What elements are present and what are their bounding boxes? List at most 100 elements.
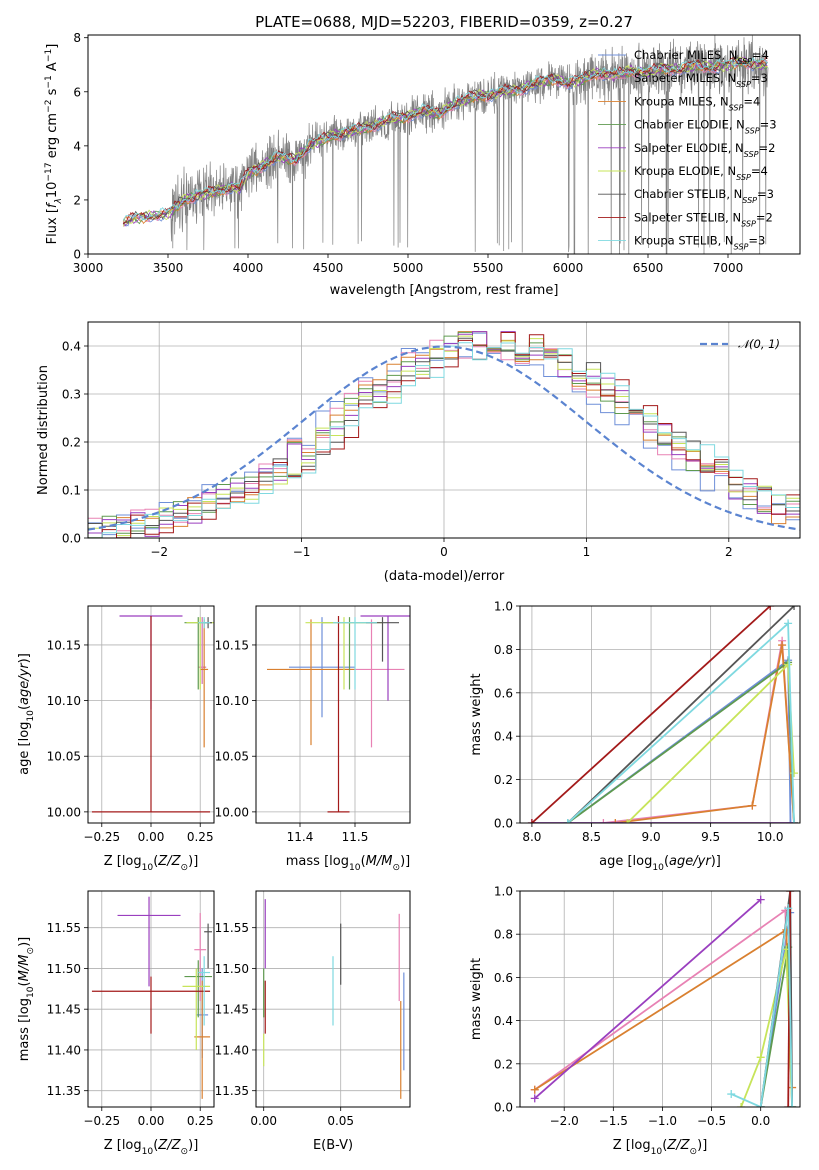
x-tick-label: −1: [293, 545, 311, 559]
model-line-salpeter-stelib: [122, 56, 768, 225]
axes-weight-vs-age: 8.0 8.5 9.0 9.5 10.0 0.0 0.2 0.4 0.6 0.8 1.0 mass w…: [469, 600, 801, 873]
legend-label: Kroupa MILES, NSSP=4: [634, 94, 760, 112]
errorbar-chabrier-miles: [289, 617, 355, 718]
plot-area-age-vs-mass: [267, 615, 410, 813]
weight-line: [730, 908, 793, 1107]
y-tick-label: 10.05: [215, 750, 249, 764]
y-axis-label: mass weight: [469, 673, 484, 755]
plus-marker: [784, 1103, 793, 1107]
errorbar-salpeter-miles: [198, 617, 207, 684]
axes-frame: [255, 605, 411, 824]
y-tick-label: 6: [73, 85, 81, 99]
y-tick-label: 0: [73, 248, 81, 262]
y-tick-label: 4: [73, 139, 81, 153]
axes-weight-vs-Z: −2.0 −1.5 −1.0 −0.5 0.0 0.0 0.2 0.4 0.6 0.8 1.0 mas…: [469, 885, 801, 1157]
x-tick-label: 0.00: [250, 1114, 277, 1128]
axes-age-vs-Z: −0.25 0.00 0.25 10.00 10.05 10.10 10.15 Z [log1…: [17, 605, 215, 873]
y-tick-label: 10.10: [47, 694, 81, 708]
y-tick-label: 11.40: [215, 1043, 249, 1057]
x-tick-label: 4500: [313, 261, 344, 275]
legend-label: 𝒩(0, 1): [738, 337, 780, 351]
legend-label: Salpeter MILES, NSSP=3: [634, 71, 768, 89]
x-tick-label: −0.5: [697, 1114, 726, 1128]
plus-marker: [737, 1103, 746, 1107]
x-tick-label: 10.0: [757, 830, 784, 844]
x-tick-label: −0.25: [83, 830, 120, 844]
model-line-kroupa-stelib: [122, 57, 768, 222]
plus-marker: [530, 1094, 539, 1103]
plot-area-weight-vs-age: [527, 606, 799, 823]
weight-line-salpeter-elodie: [530, 895, 765, 1103]
y-tick-label: 0.8: [494, 928, 513, 942]
weight-line-salpeter-stelib: [527, 606, 775, 823]
y-axis-label: Normed distribution: [36, 365, 51, 495]
plus-marker: [727, 1090, 736, 1099]
x-tick-label: −0.25: [83, 1114, 120, 1128]
axes-frame: [519, 890, 801, 1108]
errorbar-salpeter-elodie: [360, 615, 410, 701]
y-tick-label: 11.50: [215, 962, 249, 976]
y-tick-label: 0.4: [494, 1014, 513, 1028]
x-tick-label: 5500: [473, 261, 504, 275]
x-tick-label: 0.00: [138, 1114, 165, 1128]
plot-area-weight-vs-Z: [530, 891, 797, 1107]
x-axis-label: Z [log10(Z/Z⊙)]: [613, 1138, 708, 1157]
errorbar-kroupa-elodie: [186, 617, 214, 690]
errorbar-chabrier-elodie: [322, 617, 377, 690]
weight-line: [534, 928, 793, 1091]
y-tick-label: 0.2: [494, 773, 513, 787]
plus-marker: [786, 819, 795, 823]
x-tick-label: 4000: [233, 261, 264, 275]
legend-label: Kroupa ELODIE, NSSP=4: [634, 164, 768, 182]
y-axis-label: mass [log10(M/M⊙)]: [17, 937, 36, 1061]
plus-marker: [788, 1103, 797, 1107]
x-tick-label: 1: [583, 545, 591, 559]
x-tick-label: 0.25: [187, 1114, 214, 1128]
errorbar-salpeter-miles: [338, 619, 405, 748]
errorbar-chabrier-stelib: [204, 923, 213, 969]
errorbar-chabrier-elodie: [184, 960, 213, 1018]
y-tick-label: 0.0: [62, 532, 81, 546]
plus-marker: [756, 1053, 765, 1062]
y-tick-label: 10.15: [47, 638, 81, 652]
plus-marker: [766, 606, 775, 610]
weight-line-kroupa-elodie: [737, 945, 797, 1107]
plus-marker: [599, 819, 608, 823]
x-tick-label: 8.5: [582, 830, 601, 844]
x-tick-label: 0.25: [187, 830, 214, 844]
plus-marker: [790, 606, 799, 610]
plus-marker: [611, 819, 620, 823]
weight-line: [615, 644, 795, 823]
x-axis-label: mass [log10(M/M⊙)]: [286, 854, 410, 873]
legend-label: Chabrier STELIB, NSSP=3: [634, 187, 774, 205]
plus-marker: [790, 769, 799, 778]
x-tick-label: 3500: [153, 261, 184, 275]
y-tick-label: 10.00: [215, 805, 249, 819]
legend-label: Kroupa STELIB, NSSP=3: [634, 234, 765, 252]
histogram-kroupa-stelib: [88, 342, 800, 538]
plus-marker: [786, 891, 795, 895]
legend-label: Chabrier MILES, NSSP=4: [634, 48, 769, 66]
weight-line-kroupa-miles: [611, 641, 799, 823]
errorbar-kroupa-stelib: [198, 956, 211, 1026]
plus-marker: [784, 904, 793, 913]
y-tick-label: 10.00: [47, 805, 81, 819]
plot-area-mass-vs-Z: [91, 896, 213, 1099]
plus-marker: [790, 819, 799, 823]
weight-line: [567, 621, 795, 823]
normal-curve: [88, 345, 800, 531]
y-tick-label: 10.10: [215, 694, 249, 708]
x-tick-label: 11.5: [342, 830, 369, 844]
figure-title: PLATE=0688, MJD=52203, FIBERID=0359, z=0…: [255, 13, 633, 31]
x-tick-label: 6000: [553, 261, 584, 275]
y-tick-label: 11.45: [47, 1003, 81, 1017]
x-axis-label: (data-model)/error: [384, 569, 505, 584]
model-line-kroupa-elodie: [122, 56, 768, 227]
axes-mass-vs-Z: −0.25 0.00 0.25 11.35 11.40 11.45 11.50 11.55 Z …: [17, 890, 215, 1157]
axes-age-vs-mass: 11.4 11.5 10.00 10.05 10.10 10.15 mass [log10(…: [215, 605, 411, 873]
plus-marker: [748, 801, 757, 810]
weight-line: [534, 898, 762, 1100]
plus-marker: [563, 819, 572, 823]
x-tick-label: −1.0: [648, 1114, 677, 1128]
